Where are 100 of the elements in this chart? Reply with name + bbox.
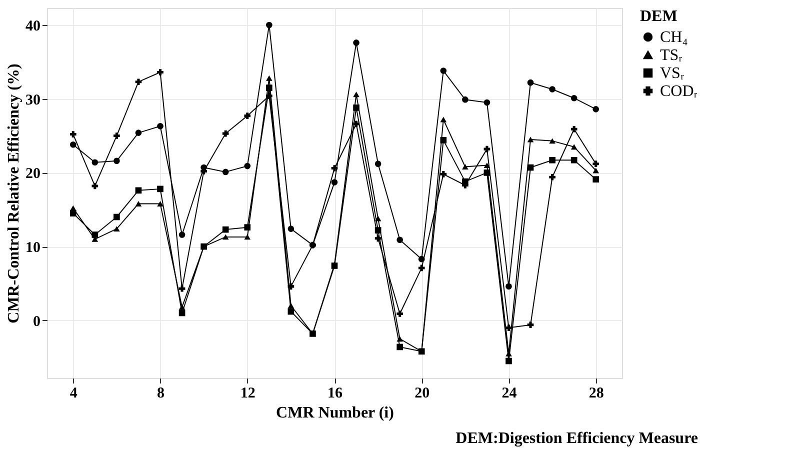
point — [70, 131, 76, 138]
point — [114, 226, 120, 232]
point — [266, 84, 272, 91]
point — [244, 162, 251, 170]
point — [396, 310, 404, 317]
point — [440, 171, 447, 178]
legend-label: TSᵣ — [660, 47, 683, 64]
point — [135, 187, 142, 194]
point — [353, 104, 360, 111]
point — [592, 168, 600, 174]
point — [178, 310, 186, 316]
point — [288, 302, 294, 308]
point — [114, 132, 120, 139]
point — [92, 159, 98, 166]
legend-title: DEM — [640, 8, 678, 25]
point — [244, 234, 251, 240]
point — [244, 224, 251, 231]
point — [418, 264, 425, 272]
point — [266, 22, 272, 28]
point — [527, 136, 534, 142]
point — [178, 304, 186, 310]
point — [288, 308, 294, 315]
x-tick-label: 28 — [588, 386, 604, 402]
point — [549, 156, 556, 164]
point — [288, 226, 294, 232]
point — [178, 285, 186, 292]
point — [570, 94, 578, 102]
point — [462, 164, 468, 170]
point — [157, 123, 164, 130]
x-tick-label: 8 — [157, 386, 165, 402]
point — [396, 336, 404, 342]
point — [592, 160, 600, 167]
point — [484, 99, 490, 106]
point — [462, 96, 468, 103]
point — [527, 322, 534, 328]
point — [70, 210, 76, 216]
point — [440, 137, 447, 144]
x-axis-title: CMR Number (i) — [276, 404, 394, 422]
x-tick-label: 20 — [414, 386, 430, 402]
y-tick-label: 30 — [26, 92, 40, 108]
point — [374, 227, 382, 234]
point — [570, 156, 578, 164]
point — [114, 158, 120, 164]
point — [592, 176, 600, 182]
point — [135, 78, 142, 86]
legend-label: CH₄ — [660, 29, 688, 46]
point — [92, 232, 98, 238]
point — [222, 168, 229, 176]
point — [266, 92, 272, 100]
x-tick-label: 4 — [70, 386, 78, 402]
point — [70, 141, 76, 148]
point — [549, 138, 556, 144]
point — [484, 162, 490, 168]
legend-label: VSᵣ — [660, 65, 684, 82]
point — [374, 160, 382, 167]
point — [222, 226, 229, 233]
point — [331, 179, 338, 186]
point — [484, 170, 490, 176]
legend-label: CODᵣ — [660, 83, 698, 100]
point — [157, 186, 164, 192]
point — [353, 120, 360, 128]
point — [222, 234, 229, 240]
point — [396, 236, 404, 244]
point — [506, 358, 512, 364]
y-tick-label: 0 — [33, 314, 40, 330]
point — [396, 344, 404, 350]
point — [527, 164, 534, 171]
point — [506, 324, 512, 331]
x-tick-label: 16 — [328, 386, 343, 402]
point — [92, 182, 98, 190]
y-tick-label: 10 — [26, 240, 40, 256]
point — [135, 130, 142, 136]
point — [157, 69, 164, 76]
point — [114, 214, 120, 220]
point — [549, 174, 556, 180]
point — [374, 216, 382, 222]
point — [570, 126, 578, 132]
point — [222, 130, 229, 137]
point — [484, 146, 490, 152]
point — [157, 200, 164, 206]
y-tick-label: 40 — [26, 18, 40, 34]
point — [244, 112, 251, 119]
point — [353, 92, 360, 98]
point — [592, 106, 600, 112]
point — [570, 144, 578, 150]
point — [440, 68, 447, 74]
x-tick-label: 12 — [240, 386, 256, 402]
point — [418, 256, 425, 262]
x-tick-label: 24 — [502, 386, 518, 402]
point — [527, 79, 534, 86]
point — [288, 283, 294, 290]
text: DEM:Digestion Efficiency Measure — [456, 430, 698, 447]
y-axis-title: CMR-Control Relative Efficiency (%) — [6, 64, 22, 324]
point — [178, 232, 186, 238]
point — [353, 40, 360, 46]
point — [331, 165, 338, 172]
point — [135, 200, 142, 206]
point — [374, 235, 382, 242]
point — [266, 75, 272, 81]
point — [506, 283, 512, 290]
